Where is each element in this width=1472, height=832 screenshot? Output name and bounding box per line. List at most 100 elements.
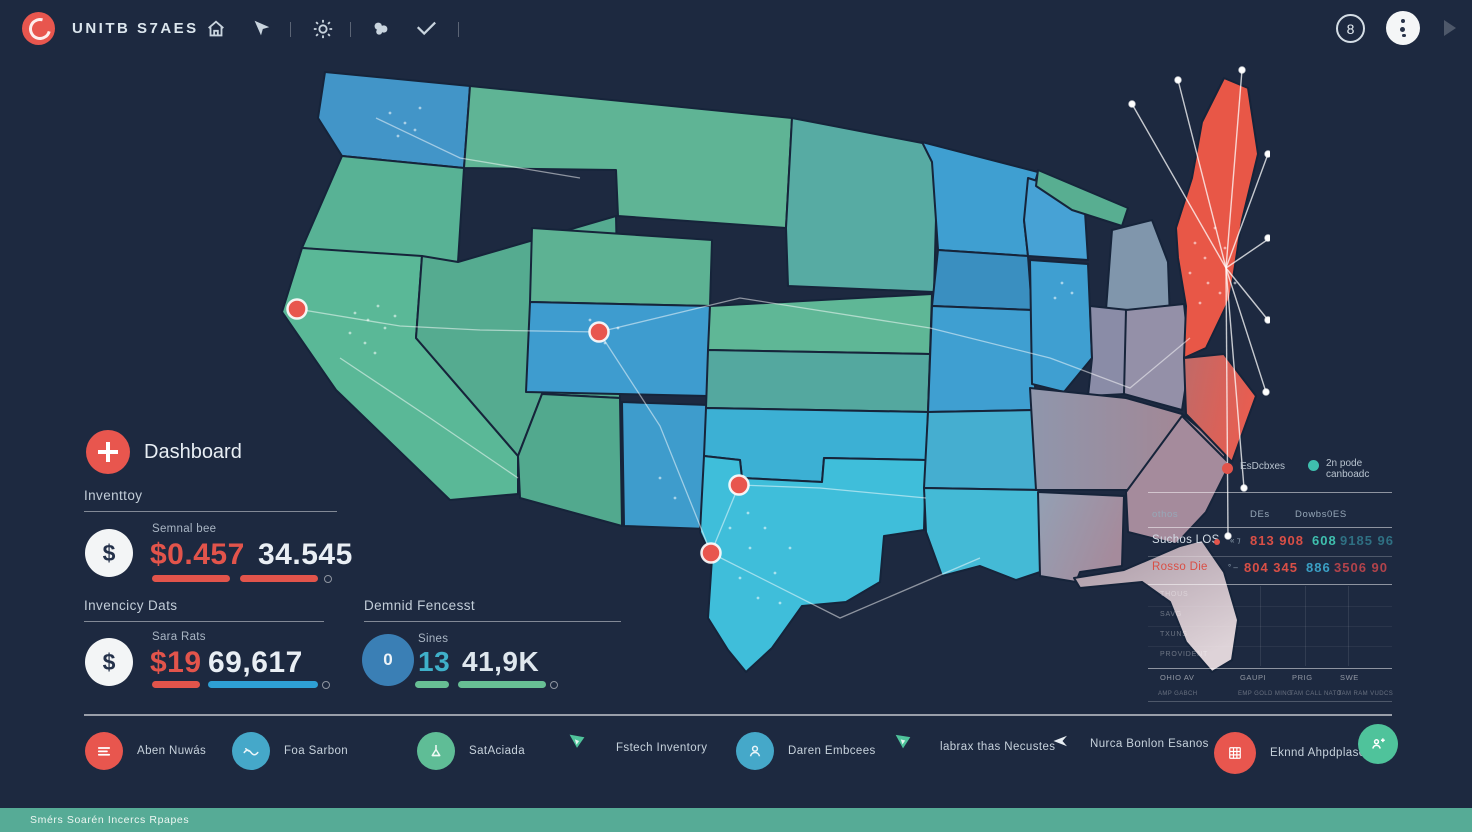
table-header: othos (1152, 509, 1179, 520)
divider (1148, 492, 1392, 493)
gear-icon[interactable] (312, 18, 334, 40)
nav-label: labrax thas Necustes (940, 741, 1056, 753)
nav-item-analysis[interactable]: SatAciada (417, 732, 525, 770)
legend-item[interactable]: 2n pode canboadc (1308, 458, 1390, 480)
status-bar: Smérs Soarén Incercs Rpapes (0, 808, 1472, 832)
user-add-icon (1358, 724, 1398, 764)
cursor-icon[interactable] (250, 18, 272, 40)
map-marker[interactable] (728, 474, 750, 496)
arrow-icon (1052, 732, 1076, 756)
grid-line (1148, 646, 1392, 647)
add-dashboard-button[interactable] (86, 430, 130, 474)
legend-dot-red (1222, 463, 1233, 474)
legend-label: EsDcbxes (1240, 461, 1286, 472)
grid-row-label: PROVIDENT (1160, 651, 1209, 658)
nav-label: Aben Nuwás (137, 745, 207, 757)
divider (84, 511, 337, 512)
progress-bar (415, 681, 449, 688)
divider (1148, 668, 1392, 669)
nav-item-inventory[interactable]: Fstech Inventory (568, 732, 707, 764)
progress-bar (152, 681, 200, 688)
grid-line (1305, 586, 1306, 666)
map-marker[interactable] (286, 298, 308, 320)
grid-line (1260, 586, 1261, 666)
footer-col: GAUPI (1240, 673, 1267, 682)
user-icon (736, 732, 774, 770)
divider (1148, 527, 1392, 528)
badge-count: 8 (1346, 20, 1355, 37)
grid-icon (1214, 732, 1256, 774)
globe-icon[interactable] (370, 18, 392, 40)
toolbar-separator (290, 22, 291, 37)
demand-forecast-heading: Demnid Fencesst (364, 598, 476, 613)
zero-badge: 0 (362, 634, 414, 686)
send-icon (568, 732, 602, 764)
table-header: Dowbs0ES (1295, 509, 1347, 520)
stat-value-primary: $19 (150, 646, 202, 679)
divider (364, 621, 621, 622)
nav-item-requests[interactable]: labrax thas Necustes (894, 732, 1055, 762)
progress-bar (152, 575, 230, 582)
legend-label: 2n pode canboadc (1326, 458, 1370, 480)
bar-end-icon (322, 681, 330, 689)
footer-sub: TAM RAM VUDCS (1338, 691, 1394, 697)
grid-row-label: THOUS (1160, 591, 1189, 598)
stat-value-secondary: 34.545 (258, 538, 353, 571)
progress-bar (240, 575, 318, 582)
footer-sub: EMP GOLD MING (1238, 691, 1293, 697)
stat-label: Sara Rats (152, 631, 206, 643)
stat-label: Semnal bee (152, 523, 217, 535)
nav-label: Foa Sarbon (284, 745, 349, 757)
stat-label: Sines (418, 633, 449, 645)
inventory-data-heading: Invencicy Dats (84, 598, 178, 613)
nav-item-applications[interactable]: Eknnd Ahpdplasok (1214, 732, 1372, 774)
progress-bar (458, 681, 546, 688)
progress-bar (208, 681, 318, 688)
stat-value-primary: $0.457 (150, 538, 245, 571)
inventory-heading: Inventtoy (84, 488, 143, 503)
nav-item-routes[interactable]: Nurca Bonlon Esanos (1052, 732, 1209, 756)
flask-icon (417, 732, 455, 770)
grid-line (1348, 586, 1349, 666)
divider (1148, 701, 1392, 702)
play-icon[interactable] (1444, 20, 1456, 36)
grid-row-label: TXUNS (1160, 631, 1188, 638)
nav-label: Eknnd Ahpdplasok (1270, 747, 1372, 759)
check-icon[interactable] (412, 18, 440, 40)
header: UNITB S7AES 8 (0, 0, 1472, 56)
logo[interactable] (22, 12, 55, 45)
nav-label: Fstech Inventory (616, 742, 708, 754)
nav-item-users[interactable]: Daren Embcees (736, 732, 876, 770)
nav-item-flow[interactable]: Foa Sarbon (232, 732, 348, 770)
table-header: DEs (1250, 509, 1270, 520)
grid-line (1148, 626, 1392, 627)
nav-item-alerts[interactable]: Aben Nuwás (85, 732, 206, 770)
bar-end-icon (550, 681, 558, 689)
map-marker[interactable] (700, 542, 722, 564)
toolbar-separator (350, 22, 351, 37)
stat-value-primary: 13 (418, 646, 451, 677)
map-marker[interactable] (588, 321, 610, 343)
map-markers (286, 298, 750, 564)
nav-label: SatAciada (469, 745, 526, 757)
bar-end-icon (324, 575, 332, 583)
legend-item[interactable]: EsDcbxes (1222, 461, 1285, 474)
legend-dot-teal (1308, 460, 1319, 471)
nav-label: Nurca Bonlon Esanos (1090, 738, 1209, 750)
nav-item-add-user[interactable] (1358, 724, 1398, 764)
grid-row-label: SAVG (1160, 611, 1183, 618)
footer-col: SWE (1340, 673, 1359, 682)
stat-value-secondary: 41,9K (462, 646, 540, 677)
home-icon[interactable] (205, 18, 227, 40)
footer-sub: AMP GABCH (1158, 691, 1198, 697)
dollar-icon: $ (85, 638, 133, 686)
avatar[interactable] (1386, 11, 1420, 45)
menu-icon (85, 732, 123, 770)
footer-col: PRIG (1292, 673, 1313, 682)
app-title: UNITB S7AES (72, 20, 199, 37)
wave-icon (232, 732, 270, 770)
grid-line (1148, 606, 1392, 607)
divider (84, 714, 1392, 716)
notification-badge[interactable]: 8 (1336, 14, 1365, 43)
pin-icon (894, 732, 926, 762)
